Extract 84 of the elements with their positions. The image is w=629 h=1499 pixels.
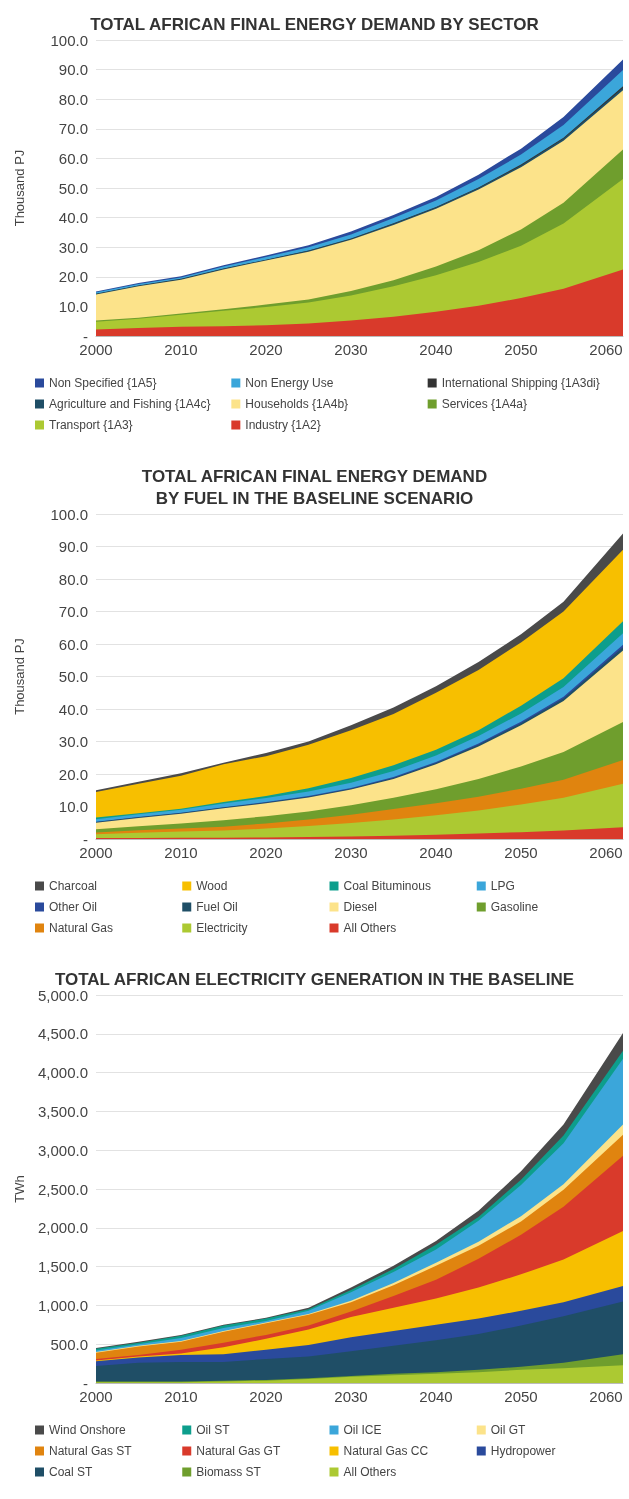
legend-label: Coal ST bbox=[49, 1465, 94, 1479]
x-tick-label: 2020 bbox=[249, 844, 283, 861]
legend-label: Electricity bbox=[196, 921, 248, 935]
legend-label: Services {1A4a} bbox=[441, 397, 528, 411]
y-tick-label: 80.0 bbox=[58, 570, 88, 588]
y-tick-label: 20.0 bbox=[58, 268, 88, 286]
y-tick-label: 20.0 bbox=[58, 765, 88, 783]
y-tick-label: 40.0 bbox=[58, 209, 88, 227]
legend-label: Natural Gas ST bbox=[49, 1444, 133, 1458]
x-tick-label: 2010 bbox=[164, 844, 198, 861]
legend-label: Wood bbox=[196, 879, 228, 893]
legend-label: Charcoal bbox=[49, 879, 98, 893]
legend-label: Transport {1A3} bbox=[49, 418, 133, 432]
y-tick-label: 5,000.0 bbox=[37, 986, 88, 1004]
x-tick-label: 2010 bbox=[164, 1388, 198, 1405]
chart-title: TOTAL AFRICAN FINAL ENERGY DEMAND BY SECTOR bbox=[90, 14, 539, 34]
y-axis-title: Thousand PJ bbox=[12, 149, 27, 227]
x-tick-label: 2020 bbox=[249, 1388, 283, 1405]
legend-label: Oil ST bbox=[196, 1423, 231, 1437]
legend-label: Diesel bbox=[343, 900, 377, 914]
legend-label: Hydropower bbox=[490, 1444, 556, 1458]
legend-label: Fuel Oil bbox=[196, 900, 238, 914]
y-tick-label: 1,500.0 bbox=[37, 1258, 88, 1276]
y-tick-label: 2,000.0 bbox=[37, 1219, 88, 1237]
legend-label: LPG bbox=[490, 879, 515, 893]
y-tick-label: 4,000.0 bbox=[37, 1064, 88, 1082]
legend-label: Oil ICE bbox=[343, 1423, 382, 1437]
y-tick-label: 70.0 bbox=[58, 603, 88, 620]
y-tick-label: 10.0 bbox=[58, 297, 88, 315]
y-tick-label: 30.0 bbox=[58, 238, 88, 256]
legend-label: Industry {1A2} bbox=[245, 418, 321, 432]
x-tick-label: 2060 bbox=[589, 341, 623, 358]
chart-title: TOTAL AFRICAN FINAL ENERGY DEMAND BY FUEL IN THE BASELINE SCENARIO bbox=[141, 466, 488, 508]
y-tick-label: 90.0 bbox=[58, 61, 88, 79]
x-tick-label: 2030 bbox=[334, 844, 368, 861]
x-tick-label: 2060 bbox=[589, 1388, 623, 1405]
legend-label: Households {1A4b} bbox=[245, 397, 349, 411]
x-tick-label: 2030 bbox=[334, 341, 368, 358]
y-tick-label: 90.0 bbox=[58, 538, 88, 555]
y-tick-label: 2,500.0 bbox=[37, 1180, 88, 1198]
legend-label: Gasoline bbox=[490, 900, 539, 914]
legend-label: Natural Gas GT bbox=[196, 1444, 281, 1458]
legend-label: Biomass ST bbox=[196, 1465, 262, 1479]
x-tick-label: 2040 bbox=[419, 1388, 453, 1405]
legend-label: Non Energy Use bbox=[245, 376, 334, 390]
y-tick-label: 60.0 bbox=[58, 635, 88, 653]
legend-label: All Others bbox=[343, 1465, 397, 1479]
x-tick-label: 2040 bbox=[419, 844, 453, 861]
y-tick-label: 3,000.0 bbox=[37, 1141, 88, 1159]
legend-label: Coal Bituminous bbox=[343, 879, 431, 893]
x-tick-label: 2050 bbox=[504, 844, 538, 861]
chart-title: TOTAL AFRICAN ELECTRICITY GENERATION IN THE BASELINE bbox=[54, 969, 575, 989]
legend-label: Other Oil bbox=[49, 900, 98, 914]
x-tick-label: 2050 bbox=[504, 1388, 538, 1405]
y-tick-label: 100.0 bbox=[50, 505, 88, 523]
y-tick-label: 50.0 bbox=[58, 668, 88, 685]
y-tick-label: 30.0 bbox=[58, 733, 88, 750]
legend-label: Wind Onshore bbox=[49, 1423, 127, 1437]
y-tick-label: 70.0 bbox=[58, 120, 88, 138]
x-tick-label: 2020 bbox=[249, 341, 283, 358]
y-tick-label: 100.0 bbox=[50, 31, 88, 49]
y-tick-label: 3,500.0 bbox=[37, 1102, 88, 1120]
y-tick-label: 10.0 bbox=[58, 798, 88, 815]
x-tick-label: 2010 bbox=[164, 341, 198, 358]
x-tick-label: 2040 bbox=[419, 341, 453, 358]
x-tick-label: 2030 bbox=[334, 1388, 368, 1405]
y-tick-label: 40.0 bbox=[58, 700, 88, 718]
y-tick-label: 60.0 bbox=[58, 149, 88, 167]
legend-label: Natural Gas bbox=[49, 921, 114, 935]
y-tick-label: 4,500.0 bbox=[37, 1025, 88, 1043]
y-tick-label: 500.0 bbox=[50, 1335, 88, 1353]
x-tick-label: 2050 bbox=[504, 341, 538, 358]
legend-label: Natural Gas CC bbox=[343, 1444, 429, 1458]
legend-label: All Others bbox=[343, 921, 397, 935]
legend-label: Oil GT bbox=[490, 1423, 527, 1437]
x-tick-label: 2060 bbox=[589, 844, 623, 861]
legend-label: International Shipping {1A3di} bbox=[441, 376, 600, 390]
legend-label: Agriculture and Fishing {1A4c} bbox=[49, 397, 211, 411]
y-tick-label: 50.0 bbox=[58, 179, 88, 197]
y-tick-label: 1,000.0 bbox=[37, 1296, 88, 1314]
legend-label: Non Specified {1A5} bbox=[49, 376, 157, 390]
y-axis-title: Thousand PJ bbox=[12, 638, 27, 715]
y-axis-title: TWh bbox=[12, 1175, 27, 1203]
y-tick-label: 80.0 bbox=[58, 90, 88, 108]
